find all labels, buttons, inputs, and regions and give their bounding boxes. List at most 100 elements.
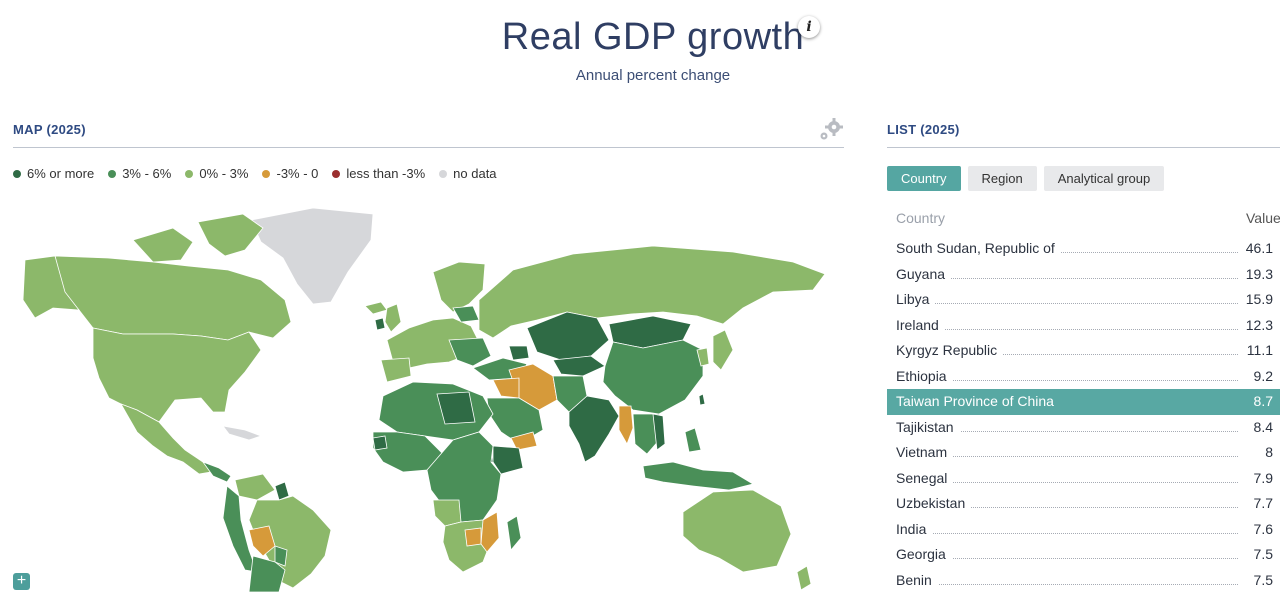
country-name: Uzbekistan [896, 495, 972, 511]
dotted-leader [896, 456, 1238, 457]
map-region-angola [432, 499, 462, 527]
legend-label: 0% - 3% [199, 166, 249, 181]
map-region-guyana [274, 481, 290, 501]
country-value: 8 [1260, 444, 1273, 460]
country-name: Georgia [896, 546, 952, 562]
list-row[interactable]: India 7.6 [887, 517, 1280, 543]
country-name: Kyrgyz Republic [896, 342, 1004, 358]
map-region-kazakhstan [526, 311, 610, 361]
tab-analytical-group[interactable]: Analytical group [1043, 166, 1165, 191]
dotted-leader [896, 379, 1238, 381]
dotted-leader [896, 558, 1238, 559]
map-region-uzbekistan-kyrgyz [552, 355, 606, 377]
map-region-senegal [372, 435, 388, 451]
legend-item[interactable]: 0% - 3% [185, 166, 248, 181]
map-region-iberia [380, 357, 412, 383]
legend-swatch [332, 169, 341, 178]
column-header-country[interactable]: Country [896, 210, 946, 226]
page-header: Real GDP growth i Annual percent change [0, 0, 1280, 100]
legend-item[interactable]: -3% - 0 [262, 166, 318, 181]
map-region-zimbabwe [464, 527, 482, 547]
country-name: India [896, 520, 933, 537]
country-value: 11.1 [1241, 342, 1273, 358]
map-region-mozambique [480, 511, 500, 553]
map-region-central-america [201, 461, 232, 483]
list-divider [887, 147, 1280, 148]
legend-item[interactable]: 3% - 6% [108, 166, 171, 181]
legend-item[interactable]: no data [439, 166, 497, 181]
map-panel: MAP (2025) 6% or more 3% - 6% 0% - 3% -3% -… [13, 112, 844, 592]
map-region-balkans [448, 337, 492, 367]
settings-gear-icon[interactable] [818, 117, 844, 141]
map-region-yemen [510, 431, 538, 451]
map-region-korea [696, 347, 710, 367]
list-row[interactable]: Uzbekistan 7.7 [887, 491, 1280, 517]
legend-label: no data [453, 166, 497, 181]
country-value: 12.3 [1240, 316, 1273, 333]
list-row[interactable]: Kyrgyz Republic 11.1 [887, 338, 1280, 364]
list-row[interactable]: South Sudan, Republic of 46.1 [887, 236, 1280, 262]
info-icon[interactable]: i [798, 16, 820, 38]
legend-item[interactable]: 6% or more [13, 166, 94, 181]
world-map[interactable] [13, 200, 844, 592]
country-name: Senegal [896, 469, 954, 486]
country-name: Libya [896, 291, 936, 307]
dotted-leader [896, 532, 1238, 534]
country-name: Taiwan Province of China [896, 393, 1054, 409]
map-region-arctic-canada-2 [132, 227, 194, 263]
map-region-china [602, 339, 704, 415]
dotted-leader [896, 303, 1238, 304]
tab-country[interactable]: Country [887, 166, 961, 191]
country-name: Vietnam [896, 444, 954, 460]
country-value: 46.1 [1240, 240, 1273, 256]
map-region-united-states [92, 327, 262, 423]
legend-item[interactable]: less than -3% [332, 166, 425, 181]
list-row[interactable]: Guyana 19.3 [887, 262, 1280, 288]
map-region-ethiopia [492, 445, 524, 475]
map-region-paraguay [274, 545, 288, 567]
country-value: 7.6 [1248, 520, 1273, 537]
map-region-russia [478, 245, 826, 339]
list-row[interactable]: Vietnam 8 [887, 440, 1280, 466]
dotted-leader [896, 430, 1238, 432]
list-row[interactable]: Ireland 12.3 [887, 313, 1280, 339]
country-name: Guyana [896, 265, 952, 282]
country-value: 9.2 [1248, 367, 1273, 384]
grouping-tabs: Country Region Analytical group [887, 166, 1165, 191]
map-region-mexico [120, 403, 212, 475]
country-value: 15.9 [1240, 291, 1273, 307]
list-row[interactable]: Georgia 7.5 [887, 542, 1280, 568]
country-value: 7.7 [1248, 495, 1273, 511]
zoom-in-button[interactable]: + [13, 573, 30, 590]
legend-swatch [439, 169, 448, 178]
map-region-caribbean [222, 425, 263, 441]
dotted-leader [896, 481, 1238, 483]
list-row[interactable]: Ethiopia 9.2 [887, 364, 1280, 390]
country-list: South Sudan, Republic of 46.1 Guyana 19.3 Li… [887, 236, 1280, 592]
map-region-arctic-canada [197, 213, 264, 257]
map-region-philippines [684, 427, 702, 453]
country-name: Tajikistan [896, 418, 960, 435]
map-region-bolivia [248, 525, 276, 557]
map-region-australia [682, 489, 792, 573]
list-row[interactable]: Benin 7.5 [887, 568, 1280, 592]
list-row[interactable]: Tajikistan 8.4 [887, 415, 1280, 441]
legend-swatch [262, 169, 271, 178]
map-region-scandinavia [432, 261, 486, 313]
legend-swatch [108, 169, 117, 178]
country-name: South Sudan, Republic of [896, 240, 1061, 256]
map-divider [13, 147, 844, 148]
map-panel-title: MAP (2025) [13, 122, 86, 137]
map-region-japan [712, 329, 734, 371]
list-row[interactable]: Senegal 7.9 [887, 466, 1280, 492]
list-row[interactable]: Libya 15.9 [887, 287, 1280, 313]
column-header-value[interactable]: Value [1246, 210, 1280, 226]
tab-region[interactable]: Region [967, 166, 1037, 191]
legend-label: 6% or more [27, 166, 95, 181]
list-row[interactable]: Taiwan Province of China 8.7 [887, 389, 1280, 415]
map-region-north-africa [378, 381, 494, 441]
map-region-united-kingdom [384, 303, 402, 333]
map-legend: 6% or more 3% - 6% 0% - 3% -3% - 0 less than… [13, 166, 497, 181]
map-region-indonesia [642, 461, 755, 491]
country-name: Ethiopia [896, 367, 953, 384]
